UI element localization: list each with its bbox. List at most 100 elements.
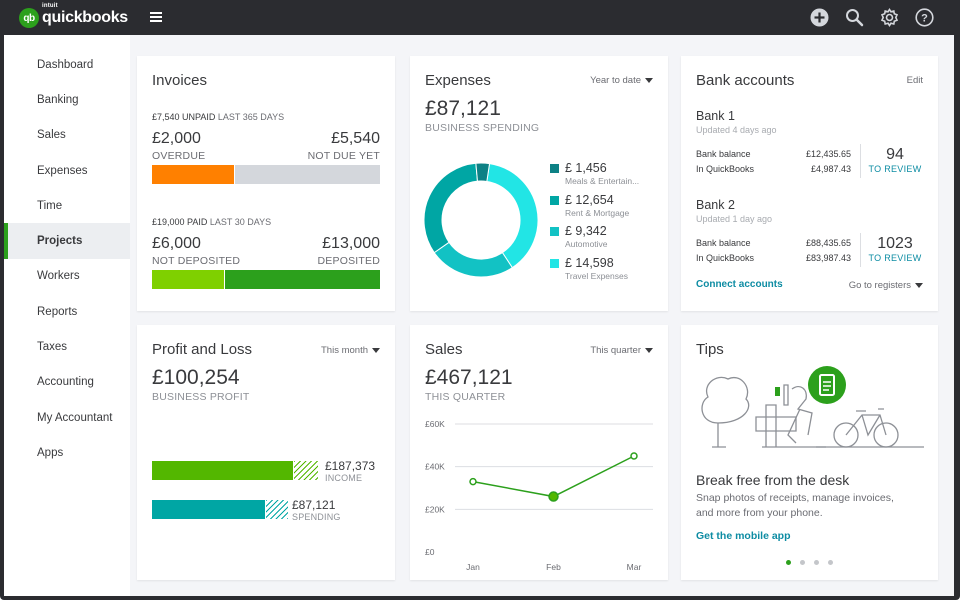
legend-label-travel: Travel Expenses	[565, 271, 628, 281]
deposited-bar[interactable]	[225, 270, 380, 289]
spending-amount: £87,121	[292, 498, 336, 512]
go-to-registers-dropdown[interactable]: Go to registers	[849, 280, 923, 291]
expenses-total: £87,121	[425, 97, 501, 120]
sidebar-item-dashboard[interactable]: Dashboard	[37, 59, 94, 71]
sales-point-mar[interactable]	[630, 452, 638, 460]
sidebar: Dashboard Banking Sales Expenses Time Pr…	[4, 35, 130, 596]
sidebar-item-expenses[interactable]: Expenses	[37, 165, 88, 177]
income-label: INCOME	[325, 473, 363, 483]
not-due-label: NOT DUE YET	[307, 150, 380, 162]
donut-slice-travel-expenses[interactable]	[486, 163, 539, 269]
expenses-card: Expenses Year to date £87,121 BUSINESS S…	[410, 56, 668, 311]
expenses-title: Expenses	[425, 72, 491, 89]
not-deposited-label: NOT DEPOSITED	[152, 255, 241, 267]
bank-2-balance-label: Bank balance	[696, 238, 751, 248]
profit-loss-period: This month	[321, 345, 368, 356]
legend-amount-rent: £ 12,654	[565, 193, 614, 207]
sales-point-jan[interactable]	[469, 477, 477, 486]
sales-total-label: THIS QUARTER	[425, 391, 506, 403]
sidebar-item-sales[interactable]: Sales	[37, 129, 66, 141]
go-to-registers-label: Go to registers	[848, 280, 911, 291]
bank-2-to-review-link[interactable]: TO REVIEW	[868, 253, 922, 263]
menu-icon[interactable]	[150, 12, 162, 22]
carousel-dot-3[interactable]	[814, 560, 819, 565]
unpaid-period: LAST 365 DAYS	[217, 112, 285, 122]
connect-accounts-link[interactable]: Connect accounts	[696, 279, 783, 290]
sidebar-item-workers[interactable]: Workers	[37, 270, 80, 282]
income-bar[interactable]	[152, 461, 293, 480]
edit-link[interactable]: Edit	[906, 75, 923, 86]
profit-loss-card: Profit and Loss This month £100,254 BUSI…	[137, 325, 395, 580]
bank-2-name[interactable]: Bank 2	[696, 198, 735, 212]
sidebar-item-banking[interactable]: Banking	[37, 94, 79, 106]
profit-loss-period-dropdown[interactable]: This month	[321, 345, 380, 356]
expenses-donut-chart[interactable]	[422, 161, 540, 279]
not-due-bar[interactable]	[235, 165, 380, 184]
chevron-down-icon	[915, 283, 923, 288]
legend-amount-meals: £ 1,456	[565, 161, 607, 175]
bank-2-review-count[interactable]: 1023	[877, 235, 913, 252]
quickbooks-wordmark: quickbooks	[42, 9, 128, 26]
y-tick-label: £60K	[425, 419, 445, 429]
y-tick-label: £20K	[425, 504, 445, 514]
paid-period: LAST 30 DAYS	[209, 217, 272, 227]
bank-1-review-count[interactable]: 94	[886, 146, 904, 163]
y-tick-label: £40K	[425, 462, 445, 472]
spending-bar-remainder	[266, 500, 288, 519]
chevron-down-icon	[645, 78, 653, 83]
x-tick-label: Mar	[627, 562, 642, 572]
legend-swatch-meals	[550, 164, 559, 173]
y-tick-label: £0	[425, 547, 435, 557]
get-mobile-app-link[interactable]: Get the mobile app	[696, 530, 791, 542]
donut-slice-rent-mortgage[interactable]	[423, 162, 479, 254]
not-due-amount: £5,540	[331, 130, 380, 147]
legend-swatch-automotive	[550, 227, 559, 236]
sales-period-dropdown[interactable]: This quarter	[590, 345, 653, 356]
income-bar-remainder	[294, 461, 318, 480]
bank-1-name[interactable]: Bank 1	[696, 109, 735, 123]
sales-line-chart[interactable]: £60K £40K £20K £0 Jan Feb Mar	[410, 407, 668, 577]
unpaid-summary: £7,540 UNPAID LAST 365 DAYS	[152, 112, 284, 122]
carousel-dot-4[interactable]	[828, 560, 833, 565]
intuit-wordmark: intuit	[42, 3, 58, 9]
quickbooks-logo[interactable]: qb intuit quickbooks	[19, 3, 128, 28]
search-icon[interactable]	[845, 8, 864, 27]
gear-icon[interactable]	[880, 8, 899, 27]
profit-total: £100,254	[152, 366, 240, 389]
sales-point-feb[interactable]	[548, 491, 559, 502]
deposited-amount: £13,000	[322, 235, 380, 252]
app-body: Dashboard Banking Sales Expenses Time Pr…	[4, 35, 954, 596]
carousel-dot-1[interactable]	[786, 560, 791, 565]
profit-loss-title: Profit and Loss	[152, 341, 253, 358]
sidebar-item-accounting[interactable]: Accounting	[37, 376, 94, 388]
sidebar-item-apps[interactable]: Apps	[37, 447, 64, 459]
donut-slice-meals-entertain[interactable]	[475, 162, 491, 183]
bank-2-updated: Updated 1 day ago	[696, 214, 773, 224]
expenses-period-dropdown[interactable]: Year to date	[590, 75, 653, 86]
bank-2-qb-label: In QuickBooks	[696, 253, 755, 263]
chevron-down-icon	[645, 348, 653, 353]
sidebar-item-time[interactable]: Time	[37, 200, 63, 212]
legend-label-rent: Rent & Mortgage	[565, 208, 630, 218]
sidebar-item-projects[interactable]: Projects	[4, 223, 130, 259]
income-amount: £187,373	[325, 459, 376, 473]
not-deposited-bar[interactable]	[152, 270, 224, 289]
legend-swatch-travel	[550, 259, 559, 268]
x-tick-label: Jan	[466, 562, 480, 572]
carousel-dot-2[interactable]	[800, 560, 805, 565]
paid-summary: £19,000 PAID LAST 30 DAYS	[152, 217, 271, 227]
donut-slice-automotive[interactable]	[433, 241, 513, 278]
sidebar-item-my-accountant[interactable]: My Accountant	[37, 412, 113, 424]
sidebar-item-reports[interactable]: Reports	[37, 306, 78, 318]
help-icon[interactable]: ?	[915, 8, 934, 27]
expenses-period: Year to date	[590, 75, 641, 86]
x-tick-label: Feb	[546, 562, 561, 572]
overdue-bar[interactable]	[152, 165, 234, 184]
plus-icon[interactable]	[810, 8, 829, 27]
spending-bar[interactable]	[152, 500, 265, 519]
sidebar-item-taxes[interactable]: Taxes	[37, 341, 68, 353]
bank-1-to-review-link[interactable]: TO REVIEW	[868, 164, 922, 174]
bank-1-updated: Updated 4 days ago	[696, 125, 777, 135]
legend-amount-automotive: £ 9,342	[565, 224, 607, 238]
invoices-card: Invoices £7,540 UNPAID LAST 365 DAYS £2,…	[137, 56, 395, 311]
